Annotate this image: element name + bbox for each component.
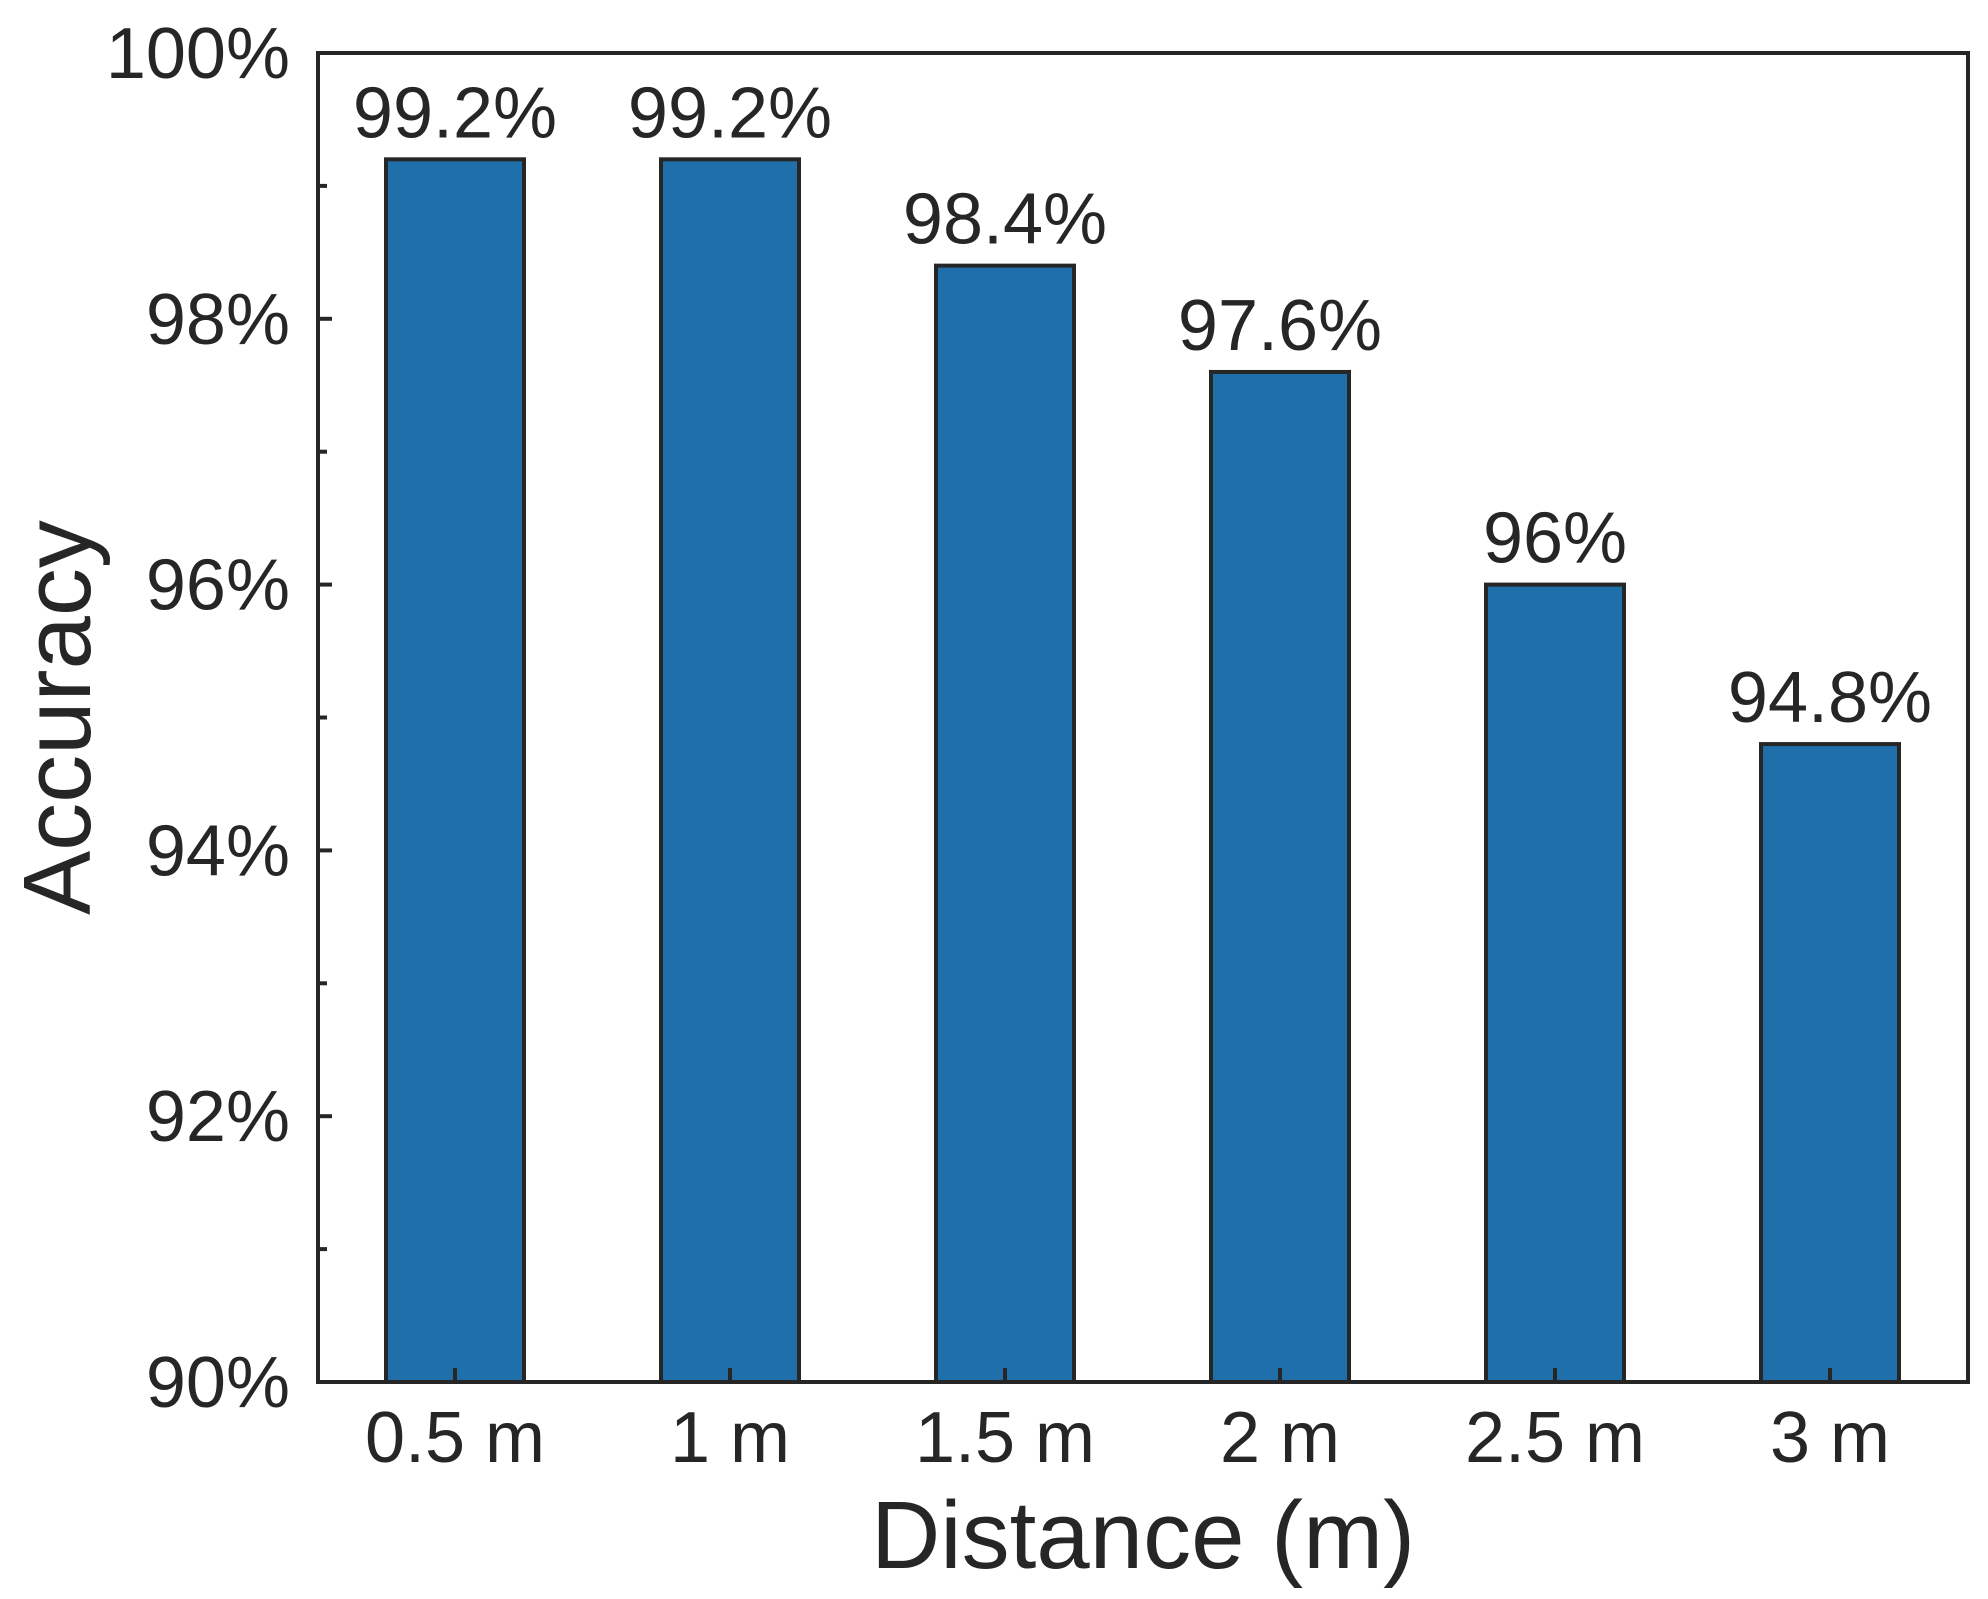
bar-value-label: 96% <box>1483 499 1627 579</box>
bar-value-label: 94.8% <box>1728 658 1932 738</box>
x-tick-label: 3 m <box>1770 1398 1890 1478</box>
x-axis-title: Distance (m) <box>871 1482 1415 1589</box>
plot-frame <box>316 51 1970 1384</box>
y-tick-label: 100% <box>106 14 290 94</box>
bar-value-label: 99.2% <box>628 73 832 153</box>
y-axis-title: Accuracy <box>4 520 111 915</box>
bar-value-label: 98.4% <box>903 180 1107 260</box>
x-tick-label: 1 m <box>670 1398 790 1478</box>
bar-value-label: 97.6% <box>1178 286 1382 366</box>
y-tick-label: 98% <box>146 280 290 360</box>
x-tick-label: 0.5 m <box>365 1398 545 1478</box>
y-tick-label: 92% <box>146 1077 290 1157</box>
value-labels-layer: 99.2% 99.2% 98.4% 97.6% 96% 94.8% <box>353 73 1932 738</box>
bar <box>934 263 1076 1384</box>
bars-layer <box>384 157 1901 1385</box>
x-tick-label: 2 m <box>1220 1398 1340 1478</box>
x-tick-label: 2.5 m <box>1465 1398 1645 1478</box>
x-tick-label: 1.5 m <box>915 1398 1095 1478</box>
x-axis-ticks: 0.5 m 1 m 1.5 m 2 m 2.5 m 3 m <box>365 1368 1890 1478</box>
bar <box>1209 369 1351 1384</box>
y-tick-label: 94% <box>146 811 290 891</box>
bar <box>384 157 526 1385</box>
y-tick-label: 90% <box>146 1343 290 1423</box>
bar <box>1484 582 1626 1384</box>
bar <box>1759 742 1901 1384</box>
bar <box>659 157 801 1385</box>
bar-value-label: 99.2% <box>353 73 557 153</box>
y-tick-label: 96% <box>146 546 290 626</box>
y-axis-ticks: 90% 92% 94% 96% 98% 100% <box>106 14 332 1423</box>
